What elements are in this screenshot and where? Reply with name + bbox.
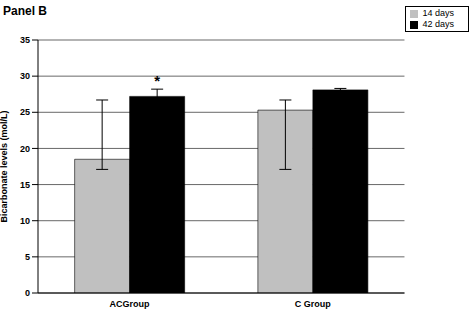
svg-text:Bicarbonate levels (mol/L): Bicarbonate levels (mol/L) bbox=[8, 110, 9, 222]
html-text:42 days: 42 days bbox=[422, 19, 454, 29]
svg-text:5: 5 bbox=[25, 252, 30, 262]
svg-text:ACGroup: ACGroup bbox=[110, 299, 150, 309]
svg-text:15: 15 bbox=[20, 180, 30, 190]
html-text:Panel B: Panel B bbox=[3, 4, 47, 18]
svg-text:10: 10 bbox=[20, 216, 30, 226]
svg-text:0: 0 bbox=[25, 288, 30, 298]
svg-text:C Group: C Group bbox=[295, 299, 331, 309]
svg-text:25: 25 bbox=[20, 107, 30, 117]
svg-text:*: * bbox=[154, 72, 160, 89]
svg-text:30: 30 bbox=[20, 71, 30, 81]
svg-text:20: 20 bbox=[20, 144, 30, 154]
html-text:14 days: 14 days bbox=[422, 8, 454, 18]
svg-text:35: 35 bbox=[20, 35, 30, 45]
